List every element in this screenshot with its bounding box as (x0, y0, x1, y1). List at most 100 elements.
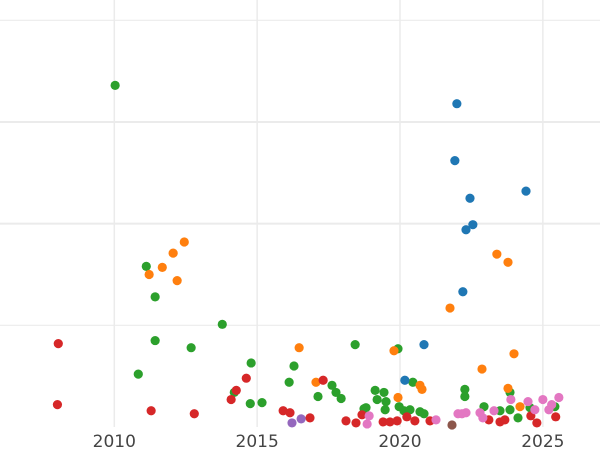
data-point (445, 303, 455, 313)
data-point (505, 405, 515, 415)
data-point (379, 387, 389, 398)
x-tick-label: 2015 (236, 432, 279, 450)
data-point (450, 156, 460, 166)
data-point (489, 406, 499, 416)
data-point (393, 392, 403, 403)
data-point (157, 262, 167, 272)
data-point (385, 417, 395, 427)
data-point (186, 343, 196, 353)
x-axis-ticks: 2010 2015 2020 2025 (93, 432, 565, 450)
data-point (351, 418, 361, 428)
data-point (378, 417, 388, 427)
data-point (226, 394, 236, 405)
data-point (53, 339, 63, 349)
data-point (478, 413, 488, 423)
data-point (372, 394, 382, 405)
data-point (144, 269, 154, 280)
data-point (287, 418, 297, 428)
data-point (503, 383, 513, 393)
data-point (419, 409, 429, 419)
data-point (500, 415, 510, 425)
data-point (523, 396, 533, 407)
data-point (246, 358, 256, 368)
data-point (133, 369, 143, 379)
gridlines (0, 0, 600, 427)
data-point (509, 349, 519, 359)
data-point (146, 406, 156, 416)
data-point (506, 394, 516, 405)
data-point (465, 193, 475, 203)
data-point (311, 377, 321, 387)
data-point (515, 402, 525, 412)
data-point (417, 384, 427, 394)
data-point (168, 248, 178, 258)
data-point (547, 400, 557, 410)
data-point (313, 391, 323, 402)
data-point (460, 391, 470, 402)
data-point (431, 415, 441, 425)
data-point (231, 385, 241, 395)
data-point (350, 340, 360, 350)
data-point (285, 408, 295, 418)
data-point (521, 186, 531, 196)
data-points (52, 80, 564, 430)
data-point (477, 364, 487, 374)
data-point (460, 384, 470, 394)
data-point (492, 249, 502, 259)
data-point (551, 412, 561, 422)
data-point (110, 80, 120, 90)
data-point (289, 361, 299, 371)
data-point (357, 410, 367, 420)
data-point (331, 387, 341, 398)
data-point (179, 237, 189, 247)
data-point (380, 405, 390, 415)
x-tick-label: 2020 (378, 432, 421, 450)
data-point (381, 396, 391, 407)
data-point (172, 276, 182, 286)
x-tick-label: 2010 (93, 432, 136, 450)
data-point (447, 420, 457, 430)
data-point (554, 392, 564, 403)
data-point (458, 287, 468, 297)
data-point (318, 375, 328, 385)
data-point (400, 375, 410, 385)
data-point (503, 257, 513, 267)
data-point (392, 416, 402, 426)
data-point (405, 405, 415, 415)
data-point (461, 225, 471, 235)
data-point (370, 385, 380, 395)
data-point (336, 393, 346, 404)
data-point (468, 220, 478, 230)
data-point (245, 399, 255, 409)
data-point (150, 335, 160, 346)
data-point (389, 346, 399, 356)
data-point (408, 377, 418, 387)
data-point (452, 99, 462, 109)
data-point (150, 292, 160, 302)
x-tick-label: 2025 (521, 432, 564, 450)
data-point (362, 419, 372, 429)
data-point (419, 340, 429, 350)
data-point (217, 319, 227, 329)
data-point (241, 373, 251, 383)
data-point (189, 409, 199, 419)
data-point (532, 418, 542, 428)
data-point (305, 413, 315, 423)
data-point (410, 416, 420, 426)
data-point (294, 343, 304, 353)
data-point (364, 411, 374, 421)
data-point (52, 400, 63, 410)
data-point (296, 414, 306, 424)
data-point (538, 394, 548, 405)
data-point (327, 380, 337, 390)
data-point (402, 412, 412, 422)
data-point (513, 413, 523, 423)
data-point (530, 405, 540, 415)
data-point (461, 408, 471, 418)
data-point (284, 377, 294, 387)
data-point (361, 403, 371, 413)
data-point (257, 398, 267, 408)
data-point (141, 261, 151, 271)
data-point (341, 416, 351, 426)
